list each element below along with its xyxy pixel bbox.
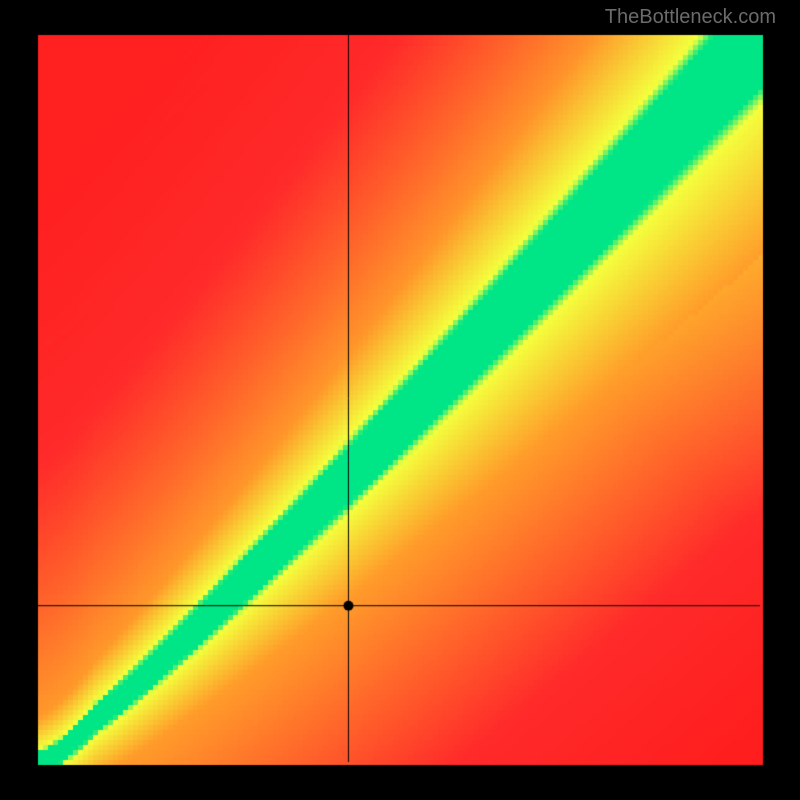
chart-container: TheBottleneck.com <box>0 0 800 800</box>
heatmap-canvas <box>0 0 800 800</box>
watermark-text: TheBottleneck.com <box>605 6 776 29</box>
